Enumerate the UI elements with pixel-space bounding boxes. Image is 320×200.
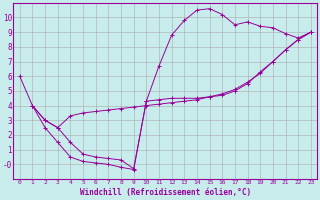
X-axis label: Windchill (Refroidissement éolien,°C): Windchill (Refroidissement éolien,°C) [80, 188, 251, 197]
